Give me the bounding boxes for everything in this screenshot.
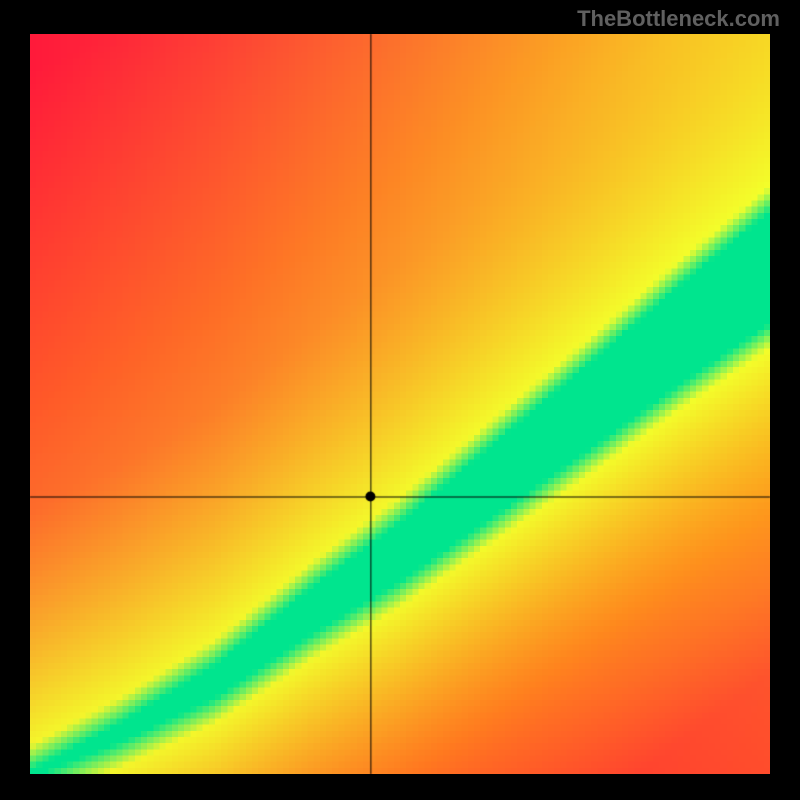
watermark-text: TheBottleneck.com — [577, 6, 780, 32]
chart-container: { "watermark": { "text": "TheBottleneck.… — [0, 0, 800, 800]
bottleneck-heatmap — [30, 34, 770, 774]
